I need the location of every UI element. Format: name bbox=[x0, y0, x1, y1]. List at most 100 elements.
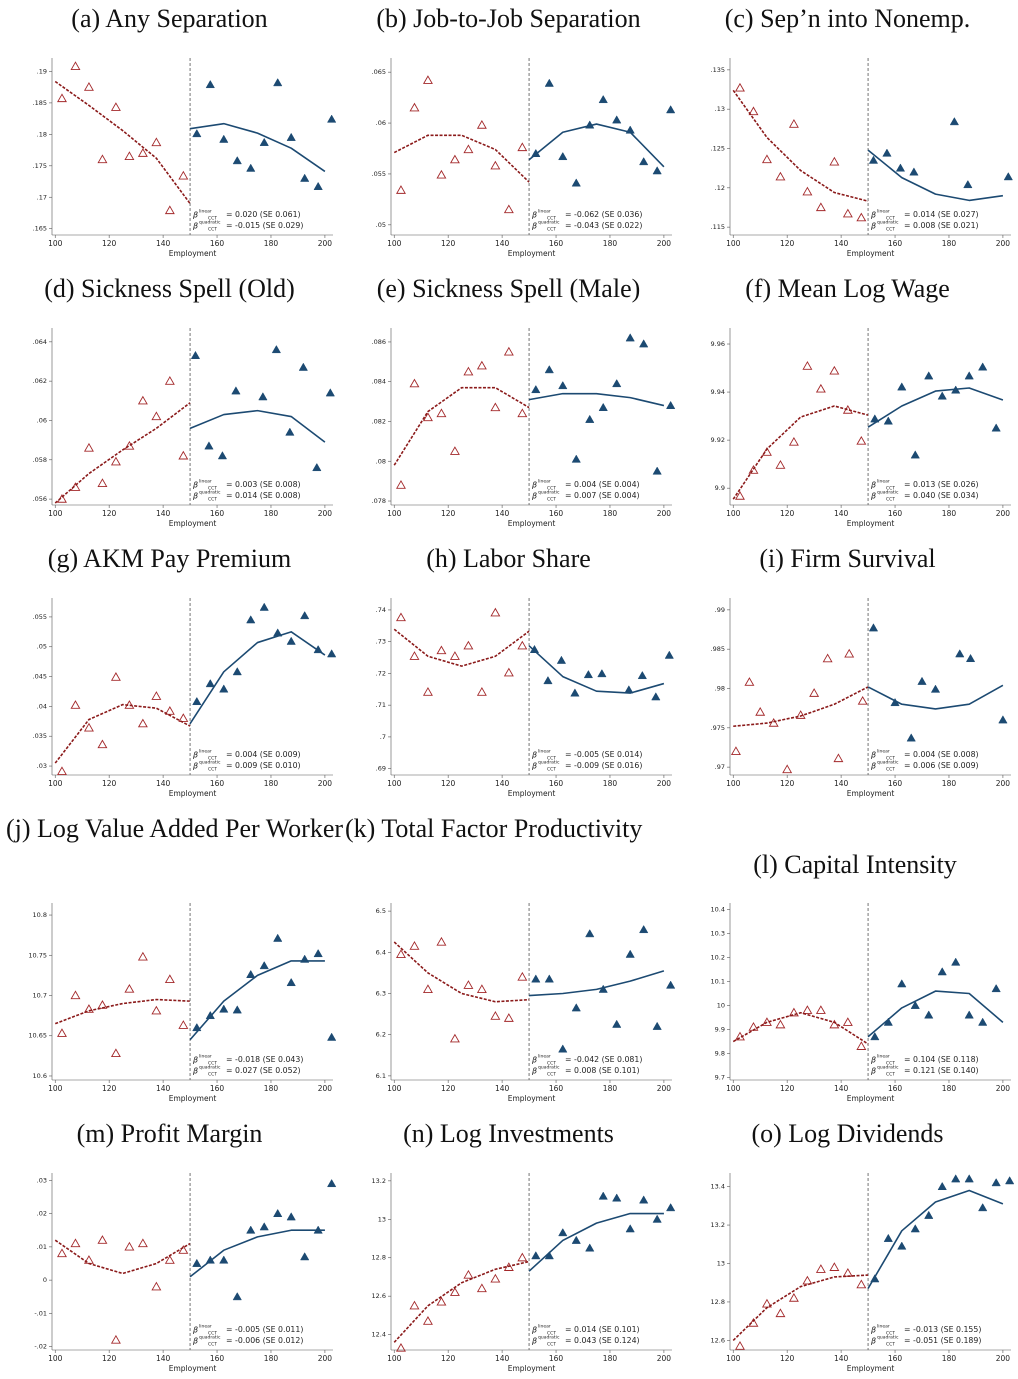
panel-chart: 12.6 12.8 13 13.2 13.4 100 120 140 160 180 200 Empl… bbox=[711, 1173, 1015, 1373]
fit-line-right bbox=[867, 149, 1004, 202]
open-triangle bbox=[178, 450, 189, 460]
panel-title: (h) Labor Share bbox=[426, 544, 591, 573]
filled-triangle bbox=[963, 179, 973, 189]
beta-superscript: linear bbox=[538, 209, 551, 215]
filled-triangle bbox=[991, 1178, 1001, 1187]
open-triangle bbox=[490, 607, 501, 617]
filled-triangle bbox=[286, 977, 296, 987]
beta-symbol: β bbox=[870, 481, 876, 490]
filled-triangle bbox=[625, 949, 635, 958]
filled-triangle bbox=[883, 1233, 893, 1242]
filled-triangle bbox=[895, 163, 906, 172]
filled-triangle bbox=[327, 114, 337, 123]
y-tick-label: .065 bbox=[372, 68, 386, 76]
y-tick-label: 10.7 bbox=[33, 992, 47, 1000]
open-triangle bbox=[476, 984, 487, 993]
x-tick-label: 140 bbox=[156, 1084, 171, 1093]
estimate-text: = 0.007 (SE 0.004) bbox=[565, 491, 640, 500]
filled-triangle bbox=[637, 670, 647, 680]
x-axis-label: Employment bbox=[508, 519, 556, 528]
open-triangle bbox=[97, 154, 108, 164]
filled-triangle bbox=[924, 371, 934, 380]
beta-subscript: CCT bbox=[208, 756, 217, 762]
open-triangle bbox=[396, 185, 406, 194]
y-tick-label: .98 bbox=[715, 685, 725, 693]
open-triangle bbox=[396, 949, 406, 958]
filled-triangle bbox=[300, 173, 310, 182]
open-triangle bbox=[829, 1262, 840, 1271]
x-tick-label: 160 bbox=[888, 1354, 903, 1363]
x-axis-label: Employment bbox=[847, 249, 895, 258]
y-tick-label: 0 bbox=[43, 1276, 47, 1284]
estimate-text: = 0.043 (SE 0.124) bbox=[565, 1336, 640, 1345]
filled-triangle bbox=[964, 1174, 974, 1183]
estimate-text: = 0.008 (SE 0.021) bbox=[904, 221, 979, 230]
beta-subscript: CCT bbox=[208, 767, 217, 773]
x-axis-label: Employment bbox=[508, 789, 556, 798]
filled-triangle bbox=[259, 1222, 269, 1231]
y-tick-label: 9.92 bbox=[711, 436, 725, 444]
filled-triangle bbox=[531, 974, 541, 983]
open-triangle bbox=[748, 106, 759, 116]
open-triangle bbox=[815, 383, 826, 393]
x-axis-label: Employment bbox=[847, 789, 895, 798]
beta-subscript: CCT bbox=[208, 486, 217, 492]
filled-triangle bbox=[666, 980, 676, 989]
filled-triangle bbox=[273, 1208, 283, 1217]
y-tick-label: .08 bbox=[376, 457, 386, 465]
y-tick-label: .18 bbox=[37, 130, 47, 138]
x-axis-label: Employment bbox=[847, 1364, 895, 1373]
y-tick-label: 9.94 bbox=[711, 388, 725, 396]
filled-triangle bbox=[949, 117, 959, 126]
open-triangle bbox=[476, 360, 487, 370]
y-tick-label: .02 bbox=[37, 1210, 47, 1218]
filled-triangle bbox=[1003, 172, 1013, 181]
filled-triangle bbox=[232, 667, 242, 676]
x-tick-label: 100 bbox=[387, 1084, 402, 1093]
beta-symbol: β bbox=[531, 1056, 537, 1065]
panel-title: (f) Mean Log Wage bbox=[745, 274, 950, 303]
open-triangle bbox=[744, 677, 755, 686]
open-triangle bbox=[436, 169, 447, 179]
filled-triangle bbox=[273, 933, 283, 942]
open-triangle bbox=[788, 119, 799, 128]
y-tick-label: 10.1 bbox=[711, 977, 725, 985]
x-tick-label: 140 bbox=[495, 1354, 510, 1363]
beta-superscript: quadratic bbox=[877, 1335, 899, 1341]
x-axis-label: Employment bbox=[508, 249, 556, 258]
x-tick-label: 180 bbox=[942, 779, 957, 788]
filled-triangle bbox=[259, 137, 269, 146]
open-triangle bbox=[436, 936, 447, 946]
x-tick-label: 180 bbox=[942, 509, 957, 518]
open-triangle bbox=[490, 1273, 501, 1283]
open-triangle bbox=[476, 687, 487, 696]
filled-triangle bbox=[246, 615, 256, 624]
open-triangle bbox=[775, 460, 786, 469]
open-triangle bbox=[70, 990, 81, 1000]
y-tick-label: .72 bbox=[376, 669, 386, 677]
x-tick-label: 160 bbox=[549, 239, 564, 248]
fit-line-left bbox=[732, 1011, 869, 1045]
filled-triangle bbox=[652, 466, 662, 475]
open-triangle bbox=[802, 186, 813, 196]
filled-triangle bbox=[991, 423, 1001, 432]
x-axis-label: Employment bbox=[169, 1094, 217, 1103]
y-tick-label: .04 bbox=[37, 702, 47, 710]
filled-triangle bbox=[978, 362, 988, 371]
open-triangle bbox=[788, 1007, 799, 1017]
x-tick-label: 180 bbox=[942, 239, 957, 248]
y-tick-label: 10.8 bbox=[33, 911, 47, 919]
open-triangle bbox=[842, 208, 853, 218]
open-triangle bbox=[137, 718, 148, 728]
beta-symbol: β bbox=[192, 481, 198, 490]
estimate-text: = -0.015 (SE 0.029) bbox=[226, 221, 303, 230]
x-tick-label: 180 bbox=[942, 1354, 957, 1363]
x-tick-label: 180 bbox=[264, 1354, 279, 1363]
open-triangle bbox=[815, 1005, 826, 1014]
y-tick-label: .064 bbox=[33, 338, 47, 346]
x-tick-label: 160 bbox=[888, 1084, 903, 1093]
filled-triangle bbox=[652, 1214, 662, 1223]
x-tick-label: 100 bbox=[726, 239, 741, 248]
x-tick-label: 140 bbox=[834, 509, 849, 518]
y-tick-label: .74 bbox=[376, 606, 386, 614]
